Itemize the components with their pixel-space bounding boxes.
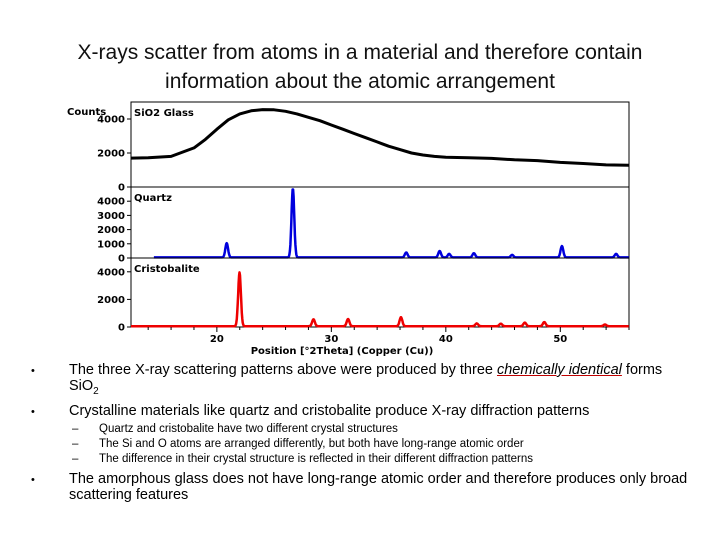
y-tick-label: 4000 [97, 197, 125, 208]
y-tick-label: 0 [118, 183, 125, 194]
y-axis-label: Counts [67, 107, 106, 118]
y-tick-label: 4000 [97, 115, 125, 126]
bullet-dot: • [31, 405, 35, 418]
x-axis: 20 30 40 50 [147, 327, 630, 345]
x-tick-label: 40 [439, 334, 453, 345]
title-line-1: X-rays scatter from atoms in a material … [77, 41, 643, 64]
sub-bullet-1: – Quartz and cristobalite have two diffe… [30, 422, 690, 437]
y-tick-label: 2000 [97, 149, 125, 160]
bullet-2-text: Crystalline materials like quartz and cr… [69, 402, 590, 419]
x-tick-label: 20 [210, 334, 224, 345]
y-tick-label: 2000 [97, 225, 125, 236]
y-tick-label: 2000 [97, 295, 125, 306]
sub-bullet-2-text: The Si and O atoms are arranged differen… [99, 437, 524, 450]
panel-label-quartz: Quartz [134, 193, 172, 204]
bullet-1: • The three X-ray scattering patterns ab… [30, 362, 690, 400]
plot-frame [130, 101, 630, 328]
panels-layer: 0 2000 4000 SiO2 Glass 0 1000 2000 3000 4000 Quar… [97, 108, 630, 334]
y-tick-label: 1000 [97, 239, 125, 250]
bullet-1-pre: The three X-ray scattering patterns abov… [69, 362, 497, 378]
bullet-2: • Crystalline materials like quartz and … [30, 403, 690, 419]
y-tick-label: 3000 [97, 211, 125, 222]
panel-label-cristobalite: Cristobalite [134, 264, 200, 275]
slide-title: X-rays scatter from atoms in a material … [30, 38, 690, 96]
sub-bullet-3-text: The difference in their crystal structur… [99, 452, 534, 465]
y-tick-label: 4000 [97, 267, 125, 278]
bullet-1-highlight: chemically identical [496, 362, 622, 378]
bullet-3-text: The amorphous glass does not have long-r… [69, 470, 688, 503]
xrd-chart: Counts 0 2000 4000 SiO2 Glass 0 1000 2000 3000 4… [67, 101, 630, 357]
sub-bullet-1-text: Quartz and cristobalite have two differe… [99, 422, 398, 435]
sub-dash: – [72, 437, 79, 450]
bullet-list: • The three X-ray scattering patterns ab… [30, 362, 690, 506]
x-axis-label: Position [°2Theta] (Copper (Cu)) [251, 346, 434, 357]
x-tick-label: 30 [324, 334, 338, 345]
panel-quartz: 0 1000 2000 3000 4000 Quartz [97, 186, 630, 265]
bullet-1-subscript: 2 [93, 385, 99, 397]
panel-label-sio2-glass: SiO2 Glass [134, 108, 194, 119]
sub-dash: – [72, 452, 79, 465]
bullet-1-post: forms SiO [69, 362, 663, 394]
x-tick-label: 50 [553, 334, 567, 345]
bullet-dot: • [31, 473, 35, 486]
title-line-2: information about the atomic arrangement [165, 70, 555, 93]
sub-dash: – [72, 422, 79, 435]
series-cristobalite [130, 271, 630, 328]
panel-cristobalite: 0 2000 4000 Cristobalite [97, 257, 630, 334]
y-tick-label: 0 [118, 254, 125, 265]
bullet-3: • The amorphous glass does not have long… [30, 471, 690, 503]
y-tick-label: 0 [118, 323, 125, 334]
series-quartz [153, 188, 630, 259]
panel-sio2-glass: 0 2000 4000 SiO2 Glass [97, 108, 630, 194]
sub-bullet-3: – The difference in their crystal struct… [30, 452, 690, 467]
series-sio2-glass [130, 108, 630, 167]
bullet-dot: • [31, 365, 35, 377]
sub-bullet-2: – The Si and O atoms are arranged differ… [30, 437, 690, 452]
